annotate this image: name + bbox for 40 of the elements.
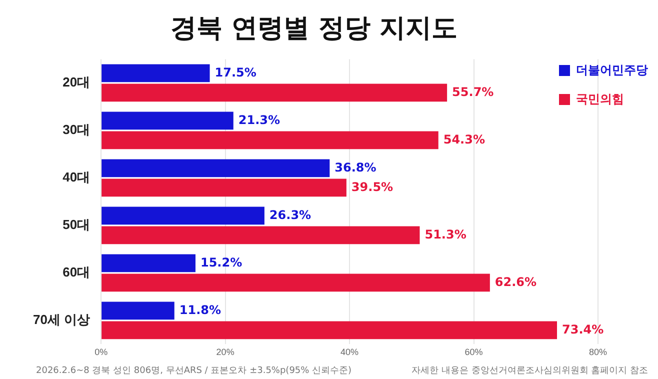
y-tick-label: 50대 [62,217,90,232]
bar [102,178,346,197]
y-tick-label: 70세 이상 [32,312,90,328]
data-label: 73.4% [562,322,604,336]
bar [102,84,448,102]
y-tick-label: 30대 [62,122,90,138]
data-label: 15.2% [200,255,242,270]
bar [102,131,438,150]
bar [102,321,558,340]
data-label: 55.7% [452,84,494,99]
data-label: 54.3% [443,132,485,146]
bar [102,226,420,244]
y-tick-label: 20대 [62,74,90,90]
data-label: 17.5% [214,65,256,80]
legend-label: 더불어민주당 [576,62,648,79]
bar [102,64,210,82]
bar [102,274,490,292]
chart-title: 경북 연령별 정당 지지도 [170,13,458,44]
x-tick-label: 20% [216,347,234,358]
data-label: 39.5% [351,180,394,194]
bar [102,206,264,225]
y-tick-label: 60대 [62,264,90,280]
data-label: 11.8% [179,302,222,317]
data-label: 36.8% [334,160,376,174]
text: 자세한 내용은 중앙선거여론조사심의위원회 홈페이지 참조 [412,366,648,376]
data-label: 62.6% [494,274,537,289]
legend-label: 국민의힘 [576,91,624,108]
bar [102,112,234,130]
data-label: 21.3% [238,112,280,127]
data-label: 51.3% [424,227,466,242]
bar [102,302,174,320]
x-tick-label: 60% [464,347,483,358]
bar [102,159,330,178]
x-tick-label: 80% [588,347,608,358]
data-label: 26.3% [269,208,312,222]
x-tick-label: 40% [340,347,359,358]
bar [102,254,196,272]
x-tick-label: 0% [94,347,108,358]
y-tick-label: 40대 [62,170,90,185]
text: 2026.2.6~8 경북 성인 806명, 무선ARS / 표본오차 ±3.5%p(95% 신뢰수준) [36,366,352,376]
